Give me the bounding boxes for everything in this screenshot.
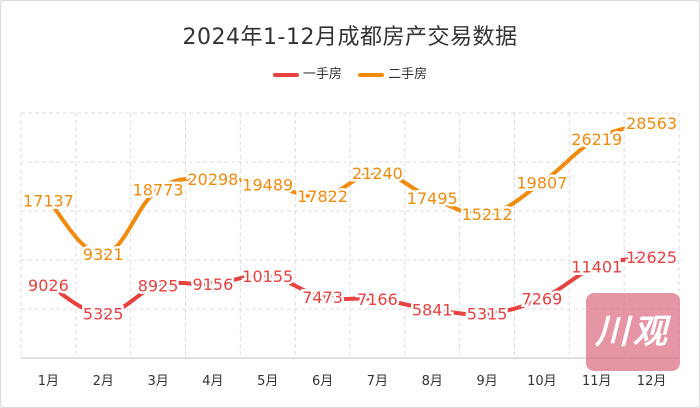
data-label: 17822 bbox=[297, 187, 348, 206]
x-tick-label: 12月 bbox=[637, 374, 667, 389]
data-point[interactable] bbox=[100, 250, 107, 257]
data-label: 17137 bbox=[23, 192, 74, 211]
data-label: 9321 bbox=[83, 245, 124, 264]
data-point[interactable] bbox=[538, 179, 545, 186]
data-point[interactable] bbox=[429, 306, 436, 313]
x-tick-label: 4月 bbox=[202, 374, 223, 389]
data-label: 11401 bbox=[571, 257, 622, 276]
data-point[interactable] bbox=[319, 293, 326, 300]
legend-swatch-series-1 bbox=[358, 72, 385, 77]
data-point[interactable] bbox=[155, 186, 162, 193]
series-line bbox=[46, 254, 654, 317]
legend: 一手房 二手房 bbox=[1, 63, 699, 82]
data-point[interactable] bbox=[45, 197, 52, 204]
data-label: 20298 bbox=[187, 170, 238, 189]
legend-label-series-0: 一手房 bbox=[302, 67, 342, 82]
x-tick-label: 8月 bbox=[422, 374, 443, 389]
data-label: 12625 bbox=[626, 248, 677, 267]
data-point[interactable] bbox=[593, 263, 600, 270]
data-label: 8925 bbox=[138, 277, 179, 296]
data-point[interactable] bbox=[319, 193, 326, 200]
x-tick-label: 2月 bbox=[93, 374, 114, 389]
legend-item-series-1[interactable]: 二手房 bbox=[358, 63, 427, 82]
legend-label-series-1: 二手房 bbox=[388, 67, 428, 82]
data-label: 5841 bbox=[412, 300, 453, 319]
data-point[interactable] bbox=[374, 169, 381, 176]
data-label: 18773 bbox=[133, 181, 184, 200]
data-point[interactable] bbox=[264, 273, 271, 280]
legend-swatch-series-0 bbox=[272, 72, 299, 77]
data-point[interactable] bbox=[100, 310, 107, 317]
data-point[interactable] bbox=[264, 181, 271, 188]
data-point[interactable] bbox=[155, 282, 162, 289]
data-label: 5325 bbox=[83, 304, 124, 323]
x-tick-label: 1月 bbox=[38, 374, 59, 389]
data-label: 19807 bbox=[516, 174, 567, 193]
data-point[interactable] bbox=[484, 310, 491, 317]
data-label: 5315 bbox=[467, 305, 508, 324]
data-label: 10155 bbox=[242, 267, 293, 286]
data-label: 7269 bbox=[522, 289, 563, 308]
data-point[interactable] bbox=[45, 281, 52, 288]
data-label: 9026 bbox=[28, 276, 69, 295]
data-point[interactable] bbox=[209, 280, 216, 287]
data-point[interactable] bbox=[484, 210, 491, 217]
data-point[interactable] bbox=[593, 135, 600, 142]
chart-title: 2024年1-12月成都房产交易数据 bbox=[182, 25, 518, 50]
data-point[interactable] bbox=[538, 295, 545, 302]
data-label: 26219 bbox=[571, 130, 622, 149]
x-tick-label: 7月 bbox=[367, 374, 388, 389]
data-point[interactable] bbox=[429, 195, 436, 202]
data-label: 28563 bbox=[626, 114, 677, 133]
data-label: 7473 bbox=[302, 288, 343, 307]
data-point[interactable] bbox=[648, 119, 655, 126]
data-point[interactable] bbox=[209, 176, 216, 183]
watermark-logo: 川观 bbox=[586, 293, 680, 371]
data-label: 21240 bbox=[352, 164, 403, 183]
grid bbox=[20, 112, 680, 359]
data-label: 9156 bbox=[193, 275, 234, 294]
x-tick-label: 9月 bbox=[476, 374, 497, 389]
data-label: 7166 bbox=[357, 290, 398, 309]
legend-item-series-0[interactable]: 一手房 bbox=[272, 63, 342, 82]
x-tick-label: 6月 bbox=[312, 374, 333, 389]
data-label: 15212 bbox=[462, 205, 513, 224]
data-point[interactable] bbox=[374, 296, 381, 303]
x-tick-label: 3月 bbox=[147, 374, 168, 389]
x-tick-label: 11月 bbox=[582, 374, 612, 389]
x-tick-label: 10月 bbox=[527, 374, 557, 389]
data-label: 19489 bbox=[242, 176, 293, 195]
data-label: 17495 bbox=[407, 189, 458, 208]
series-0: 9026 5325 8925 9156 10155 7473 7166 5841 5315 726… bbox=[26, 245, 680, 326]
x-tick-label: 5月 bbox=[257, 374, 278, 389]
data-point[interactable] bbox=[648, 253, 655, 260]
